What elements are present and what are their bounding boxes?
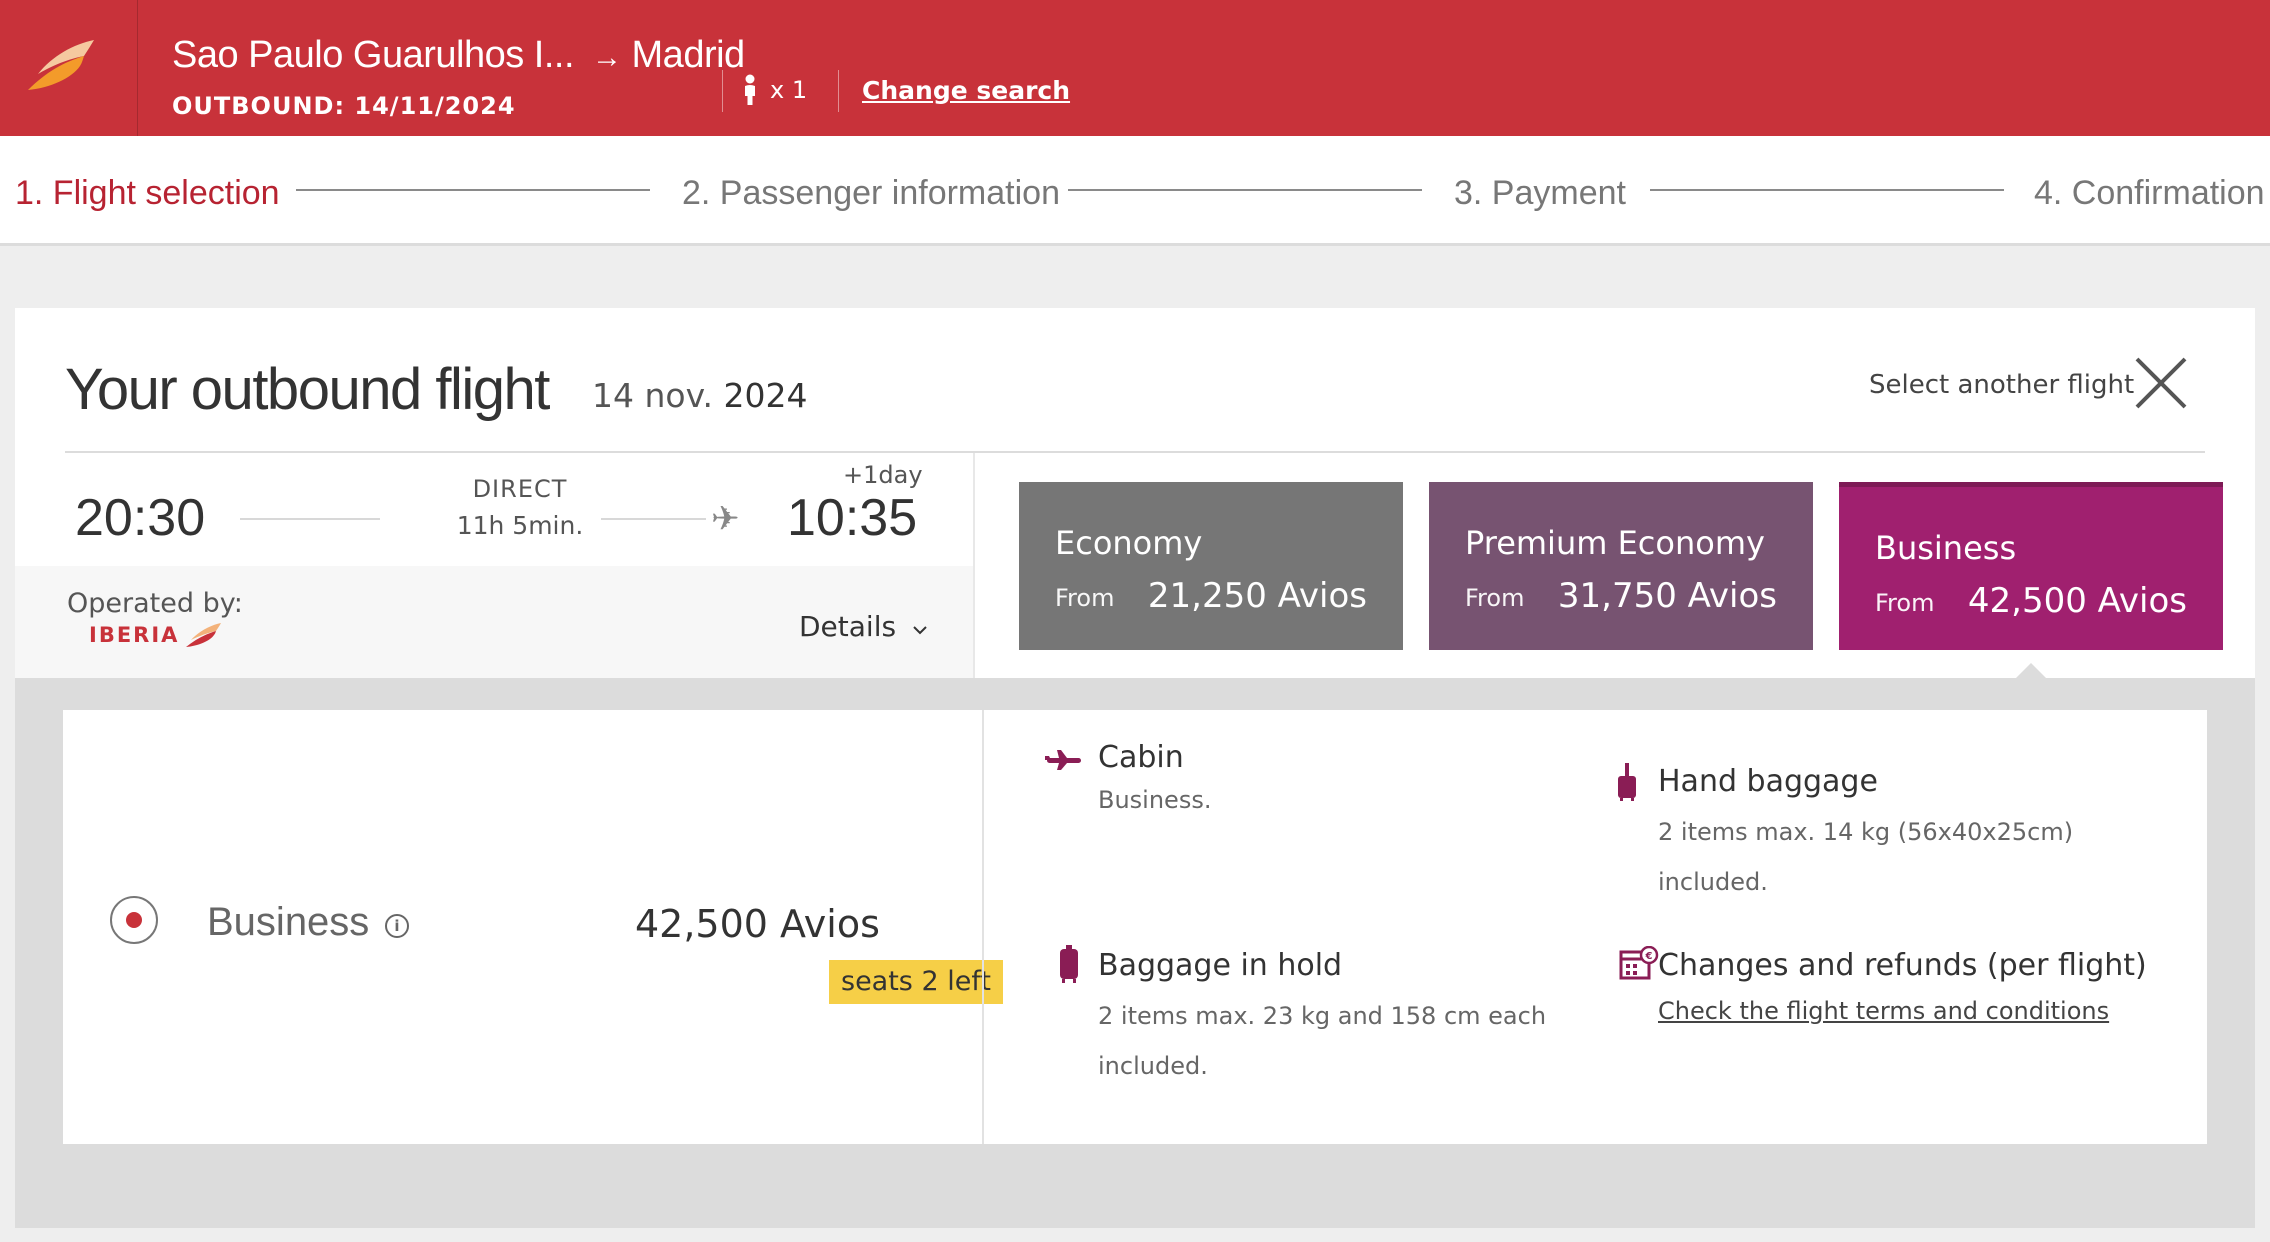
fare-from-label: From xyxy=(1875,589,1935,617)
fare-from-label: From xyxy=(1055,584,1115,612)
details-label: Details xyxy=(799,610,897,643)
flight-terms-link[interactable]: Check the flight terms and conditions xyxy=(1658,997,2110,1025)
route-title: Sao Paulo Guarulhos I... → Madrid xyxy=(172,34,745,77)
flight-date-day: 14 nov. xyxy=(592,376,714,415)
plane-icon: ✈ xyxy=(711,499,740,539)
fare-economy[interactable]: Economy From 21,250 Avios xyxy=(1019,482,1403,650)
calendar-euro-icon: € xyxy=(1619,946,1659,980)
page-title: Your outbound flight xyxy=(65,357,550,422)
arrival-time: 10:35 xyxy=(787,489,918,547)
flight-times: 20:30 DIRECT 11h 5min. ✈ +1day 10:35 xyxy=(15,453,973,688)
fare-premium-economy[interactable]: Premium Economy From 31,750 Avios xyxy=(1429,482,1813,650)
logo-area[interactable] xyxy=(0,0,138,136)
step-connector xyxy=(1068,189,1422,191)
destination-city: Madrid xyxy=(631,34,746,76)
selected-fare-caret xyxy=(2015,663,2047,679)
feature-description: included. xyxy=(1658,868,1768,896)
feature-hold-baggage: Baggage in hold 2 items max. 23 kg and 1… xyxy=(1098,948,1546,1091)
fare-name: Economy xyxy=(1055,524,1203,562)
feature-title: Baggage in hold xyxy=(1098,948,1343,983)
hand-baggage-icon xyxy=(1618,763,1636,801)
close-icon[interactable] xyxy=(2133,355,2189,411)
airplane-icon xyxy=(1045,750,1081,770)
fare-name: Premium Economy xyxy=(1465,524,1765,562)
header-divider xyxy=(722,70,723,112)
feature-description: 2 items max. 23 kg and 158 cm each xyxy=(1098,1002,1547,1030)
flight-type: DIRECT xyxy=(472,475,568,503)
select-another-flight-label[interactable]: Select another flight xyxy=(1869,370,2135,400)
timeline-line xyxy=(240,518,380,520)
vertical-divider xyxy=(982,710,984,1144)
passenger-icon xyxy=(745,74,755,105)
timeline-line xyxy=(601,518,706,520)
outbound-date: OUTBOUND: 14/11/2024 xyxy=(172,92,516,120)
step-payment: 3. Payment xyxy=(1454,174,1626,212)
flight-card: Your outbound flight 14 nov. 2024 Select… xyxy=(15,308,2255,1228)
top-header: Sao Paulo Guarulhos I... → Madrid OUTBOUND… xyxy=(0,0,2270,136)
fare-price: 31,750 Avios xyxy=(1557,576,1777,616)
fare-from-label: From xyxy=(1465,584,1525,612)
fare-name: Business xyxy=(1875,529,2017,567)
feature-description: included. xyxy=(1098,1052,1208,1080)
header-divider xyxy=(838,70,839,112)
flight-date: 14 nov. 2024 xyxy=(592,376,808,415)
step-confirmation: 4. Confirmation xyxy=(2034,174,2265,212)
fare-business[interactable]: Business From 42,500 Avios xyxy=(1839,482,2223,650)
feature-cabin: Cabin Business. xyxy=(1098,740,1211,825)
departure-time: 20:30 xyxy=(75,489,206,547)
step-connector xyxy=(296,189,650,191)
selected-fare-name: Business xyxy=(207,900,370,944)
feature-title: Changes and refunds (per flight) xyxy=(1658,948,2147,983)
step-connector xyxy=(1650,189,2004,191)
passenger-count-label: x 1 xyxy=(770,76,808,104)
airline-logo: IBERIA xyxy=(89,622,223,648)
progress-steps: 1. Flight selection 2. Passenger informa… xyxy=(0,136,2270,246)
feature-changes-refunds: Changes and refunds (per flight) Check t… xyxy=(1658,948,2147,1025)
feature-title: Hand baggage xyxy=(1658,764,1878,799)
airline-name: IBERIA xyxy=(89,623,180,647)
feature-title: Cabin xyxy=(1098,740,1184,775)
info-icon[interactable]: i xyxy=(385,914,409,938)
fare-detail-card: Business i 42,500 Avios seats 2 left Cab… xyxy=(63,710,2207,1144)
iberia-logo-icon xyxy=(28,40,94,90)
hold-baggage-icon xyxy=(1060,945,1078,983)
details-toggle[interactable]: Details xyxy=(799,610,929,643)
plus-day-indicator: +1day xyxy=(843,461,923,489)
divider xyxy=(65,451,2205,453)
flight-date-year: 2024 xyxy=(723,376,808,415)
feature-description: Business. xyxy=(1098,786,1212,814)
vertical-divider xyxy=(973,453,975,678)
fare-price: 42,500 Avios xyxy=(1967,581,2187,621)
chevron-down-icon xyxy=(913,626,927,635)
origin-city: Sao Paulo Guarulhos I... xyxy=(172,34,575,76)
seats-left-badge: seats 2 left xyxy=(829,960,1003,1004)
step-flight-selection: 1. Flight selection xyxy=(15,174,280,212)
selected-fare-price: 42,500 Avios xyxy=(635,902,880,946)
fare-radio-selected[interactable] xyxy=(110,896,158,944)
fare-price: 21,250 Avios xyxy=(1147,576,1367,616)
svg-text:€: € xyxy=(1645,951,1653,962)
route-arrow-icon: → xyxy=(592,41,622,74)
fare-detail-panel: Business i 42,500 Avios seats 2 left Cab… xyxy=(15,678,2255,1228)
feature-hand-baggage: Hand baggage 2 items max. 14 kg (56x40x2… xyxy=(1658,764,2073,907)
airline-wing-icon xyxy=(186,623,222,647)
flight-duration: 11h 5min. xyxy=(456,511,584,540)
operated-by-area: Operated by: IBERIA Details xyxy=(15,566,973,678)
operated-by-label: Operated by: xyxy=(67,588,243,619)
change-search-link[interactable]: Change search xyxy=(862,76,1071,105)
step-passenger-information: 2. Passenger information xyxy=(682,174,1060,212)
passenger-count: x 1 xyxy=(742,74,807,106)
feature-description: 2 items max. 14 kg (56x40x25cm) xyxy=(1658,818,2074,846)
